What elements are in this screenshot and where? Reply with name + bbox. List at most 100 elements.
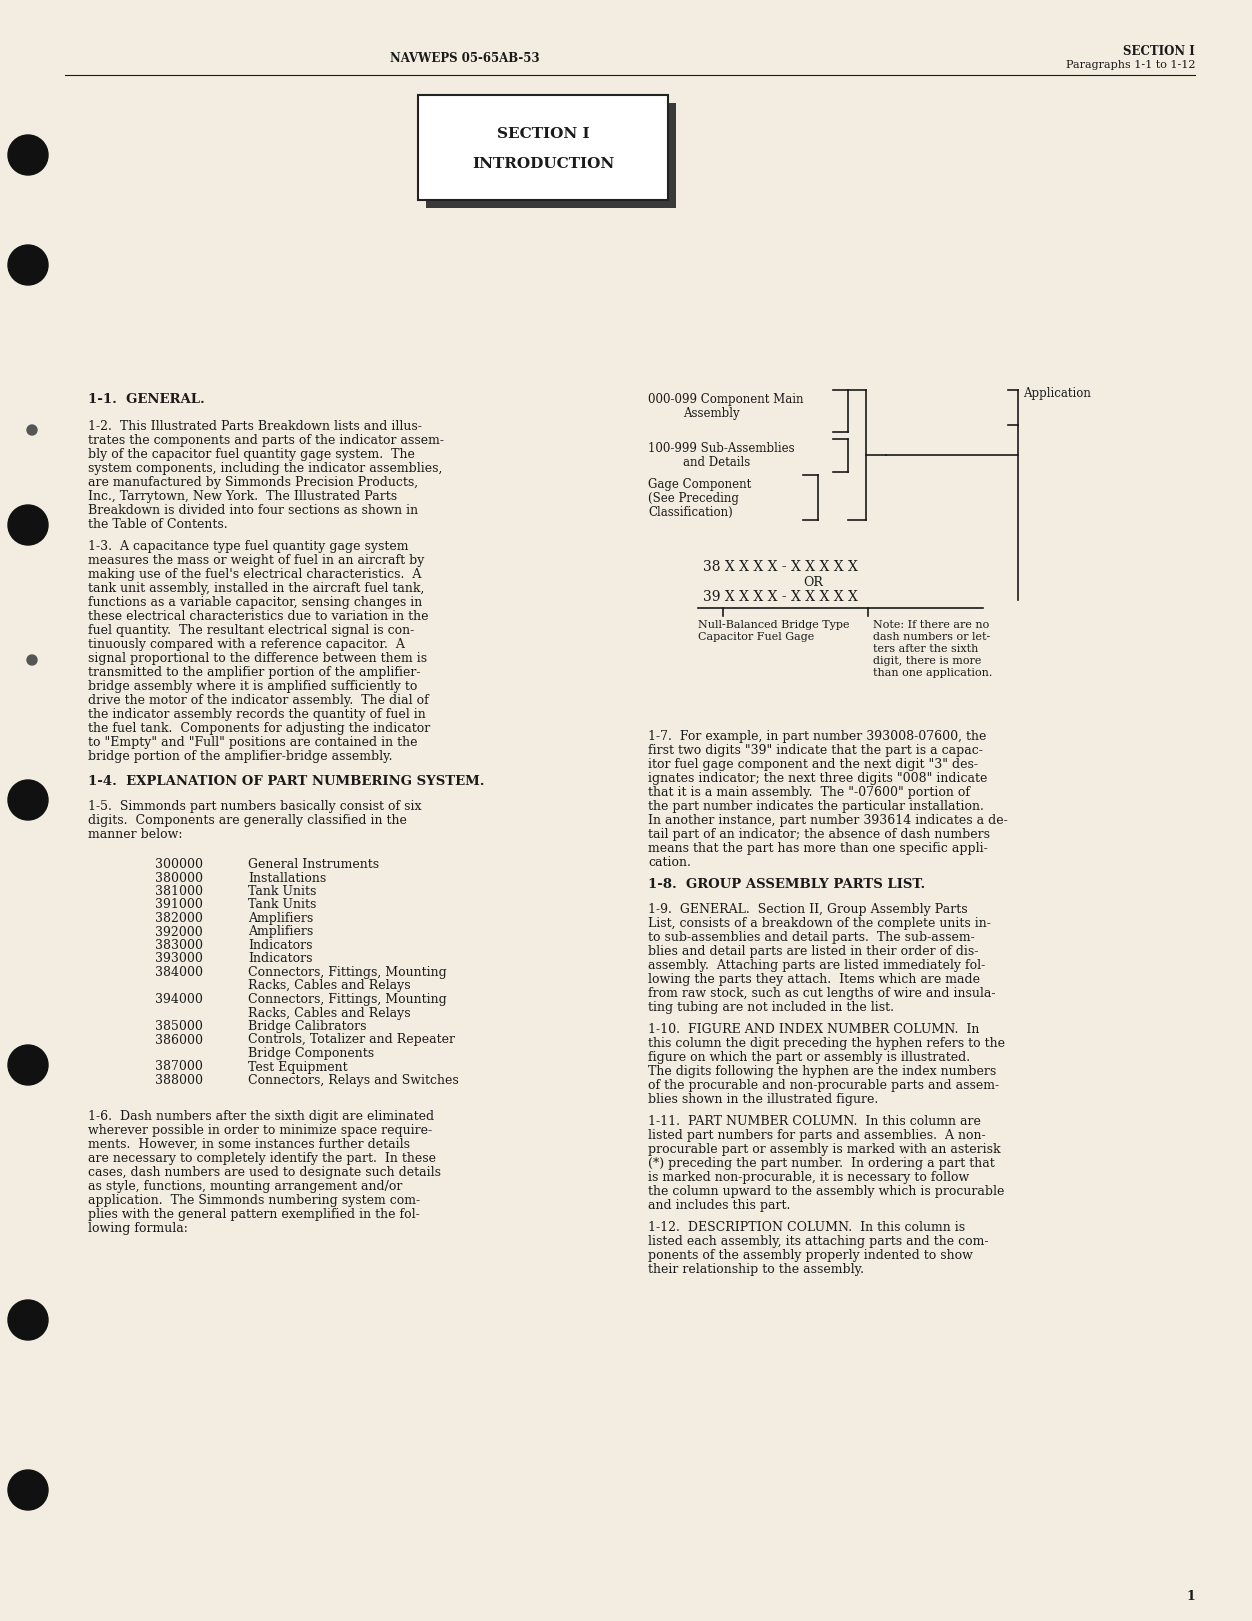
Text: listed each assembly, its attaching parts and the com-: listed each assembly, its attaching part… [649, 1235, 989, 1248]
Text: 1-1.  GENERAL.: 1-1. GENERAL. [88, 392, 205, 405]
Text: (See Preceding: (See Preceding [649, 493, 739, 506]
Text: 387000: 387000 [155, 1060, 203, 1073]
Text: Gage Component: Gage Component [649, 478, 751, 491]
Text: 100-999 Sub-Assemblies: 100-999 Sub-Assemblies [649, 443, 795, 456]
Text: 394000: 394000 [155, 994, 203, 1007]
Text: 381000: 381000 [155, 885, 203, 898]
Text: than one application.: than one application. [873, 668, 993, 678]
Text: plies with the general pattern exemplified in the fol-: plies with the general pattern exemplifi… [88, 1208, 419, 1221]
Text: Tank Units: Tank Units [248, 898, 317, 911]
Text: application.  The Simmonds numbering system com-: application. The Simmonds numbering syst… [88, 1195, 421, 1208]
Text: Indicators: Indicators [248, 939, 313, 952]
Text: 382000: 382000 [155, 913, 203, 926]
Text: SECTION I: SECTION I [497, 126, 590, 141]
Text: Indicators: Indicators [248, 953, 313, 966]
Text: 385000: 385000 [155, 1020, 203, 1033]
Text: first two digits "39" indicate that the part is a capac-: first two digits "39" indicate that the … [649, 744, 983, 757]
Text: 392000: 392000 [155, 926, 203, 939]
Text: tank unit assembly, installed in the aircraft fuel tank,: tank unit assembly, installed in the air… [88, 582, 424, 595]
Text: 386000: 386000 [155, 1034, 203, 1047]
Text: means that the part has more than one specific appli-: means that the part has more than one sp… [649, 841, 988, 854]
Text: procurable part or assembly is marked with an asterisk: procurable part or assembly is marked wi… [649, 1143, 1000, 1156]
Circle shape [8, 1300, 48, 1341]
Text: 1-7.  For example, in part number 393008-07600, the: 1-7. For example, in part number 393008-… [649, 729, 987, 742]
Text: the column upward to the assembly which is procurable: the column upward to the assembly which … [649, 1185, 1004, 1198]
Text: The digits following the hyphen are the index numbers: The digits following the hyphen are the … [649, 1065, 997, 1078]
Text: lowing formula:: lowing formula: [88, 1222, 188, 1235]
Text: their relationship to the assembly.: their relationship to the assembly. [649, 1263, 864, 1276]
Text: ting tubing are not included in the list.: ting tubing are not included in the list… [649, 1002, 894, 1015]
Text: bly of the capacitor fuel quantity gage system.  The: bly of the capacitor fuel quantity gage … [88, 447, 414, 460]
Text: are necessary to completely identify the part.  In these: are necessary to completely identify the… [88, 1153, 436, 1165]
Text: Breakdown is divided into four sections as shown in: Breakdown is divided into four sections … [88, 504, 418, 517]
Text: Connectors, Relays and Switches: Connectors, Relays and Switches [248, 1075, 458, 1088]
Text: digits.  Components are generally classified in the: digits. Components are generally classif… [88, 814, 407, 827]
Text: Paragraphs 1-1 to 1-12: Paragraphs 1-1 to 1-12 [1065, 60, 1194, 70]
Text: Connectors, Fittings, Mounting: Connectors, Fittings, Mounting [248, 994, 447, 1007]
Text: assembly.  Attaching parts are listed immediately fol-: assembly. Attaching parts are listed imm… [649, 960, 985, 973]
Text: figure on which the part or assembly is illustrated.: figure on which the part or assembly is … [649, 1050, 970, 1063]
Text: measures the mass or weight of fuel in an aircraft by: measures the mass or weight of fuel in a… [88, 554, 424, 567]
Text: General Instruments: General Instruments [248, 858, 379, 870]
Text: blies shown in the illustrated figure.: blies shown in the illustrated figure. [649, 1093, 878, 1106]
Text: blies and detail parts are listed in their order of dis-: blies and detail parts are listed in the… [649, 945, 978, 958]
Circle shape [8, 245, 48, 285]
Text: Amplifiers: Amplifiers [248, 926, 313, 939]
Text: tail part of an indicator; the absence of dash numbers: tail part of an indicator; the absence o… [649, 828, 990, 841]
Text: listed part numbers for parts and assemblies.  A non-: listed part numbers for parts and assemb… [649, 1128, 985, 1143]
Text: 1-11.  PART NUMBER COLUMN.  In this column are: 1-11. PART NUMBER COLUMN. In this column… [649, 1115, 980, 1128]
Text: 1-4.  EXPLANATION OF PART NUMBERING SYSTEM.: 1-4. EXPLANATION OF PART NUMBERING SYSTE… [88, 775, 485, 788]
Text: SECTION I: SECTION I [1123, 45, 1194, 58]
Text: 1-6.  Dash numbers after the sixth digit are eliminated: 1-6. Dash numbers after the sixth digit … [88, 1110, 434, 1123]
Text: Note: If there are no: Note: If there are no [873, 619, 989, 631]
Circle shape [8, 1046, 48, 1084]
Text: the Table of Contents.: the Table of Contents. [88, 519, 228, 532]
Text: the fuel tank.  Components for adjusting the indicator: the fuel tank. Components for adjusting … [88, 721, 431, 734]
Text: 1-12.  DESCRIPTION COLUMN.  In this column is: 1-12. DESCRIPTION COLUMN. In this column… [649, 1221, 965, 1234]
Text: bridge assembly where it is amplified sufficiently to: bridge assembly where it is amplified su… [88, 679, 417, 694]
Text: ponents of the assembly properly indented to show: ponents of the assembly properly indente… [649, 1250, 973, 1263]
Text: itor fuel gage component and the next digit "3" des-: itor fuel gage component and the next di… [649, 759, 978, 772]
Text: ments.  However, in some instances further details: ments. However, in some instances furthe… [88, 1138, 409, 1151]
Text: OR: OR [803, 575, 823, 588]
Text: 393000: 393000 [155, 953, 203, 966]
Text: INTRODUCTION: INTRODUCTION [472, 157, 615, 170]
Text: 1-10.  FIGURE AND INDEX NUMBER COLUMN.  In: 1-10. FIGURE AND INDEX NUMBER COLUMN. In [649, 1023, 979, 1036]
Text: Capacitor Fuel Gage: Capacitor Fuel Gage [699, 632, 814, 642]
Text: 1-9.  GENERAL.  Section II, Group Assembly Parts: 1-9. GENERAL. Section II, Group Assembly… [649, 903, 968, 916]
Text: 000-099 Component Main: 000-099 Component Main [649, 392, 804, 405]
Text: (*) preceding the part number.  In ordering a part that: (*) preceding the part number. In orderi… [649, 1157, 995, 1170]
Text: wherever possible in order to minimize space require-: wherever possible in order to minimize s… [88, 1123, 432, 1136]
Text: 388000: 388000 [155, 1075, 203, 1088]
Text: Assembly: Assembly [684, 407, 740, 420]
Circle shape [8, 135, 48, 175]
Text: and Details: and Details [684, 456, 750, 468]
Text: Classification): Classification) [649, 506, 732, 519]
Text: 1-2.  This Illustrated Parts Breakdown lists and illus-: 1-2. This Illustrated Parts Breakdown li… [88, 420, 422, 433]
Circle shape [8, 780, 48, 820]
Text: bridge portion of the amplifier-bridge assembly.: bridge portion of the amplifier-bridge a… [88, 751, 392, 763]
Circle shape [8, 506, 48, 545]
Text: manner below:: manner below: [88, 828, 183, 841]
Text: Bridge Calibrators: Bridge Calibrators [248, 1020, 367, 1033]
Text: Connectors, Fittings, Mounting: Connectors, Fittings, Mounting [248, 966, 447, 979]
FancyBboxPatch shape [418, 96, 669, 199]
Text: 300000: 300000 [155, 858, 203, 870]
Text: Inc., Tarrytown, New York.  The Illustrated Parts: Inc., Tarrytown, New York. The Illustrat… [88, 490, 397, 503]
Text: fuel quantity.  The resultant electrical signal is con-: fuel quantity. The resultant electrical … [88, 624, 414, 637]
Text: trates the components and parts of the indicator assem-: trates the components and parts of the i… [88, 434, 444, 447]
Text: 38 X X X X - X X X X X: 38 X X X X - X X X X X [704, 559, 858, 574]
Circle shape [28, 425, 38, 434]
Text: of the procurable and non-procurable parts and assem-: of the procurable and non-procurable par… [649, 1080, 999, 1093]
Text: functions as a variable capacitor, sensing changes in: functions as a variable capacitor, sensi… [88, 597, 422, 609]
Text: from raw stock, such as cut lengths of wire and insula-: from raw stock, such as cut lengths of w… [649, 987, 995, 1000]
Text: is marked non-procurable, it is necessary to follow: is marked non-procurable, it is necessar… [649, 1170, 969, 1183]
Text: that it is a main assembly.  The "-07600" portion of: that it is a main assembly. The "-07600"… [649, 786, 970, 799]
Text: ters after the sixth: ters after the sixth [873, 644, 978, 653]
Text: dash numbers or let-: dash numbers or let- [873, 632, 990, 642]
Text: Controls, Totalizer and Repeater: Controls, Totalizer and Repeater [248, 1034, 454, 1047]
Text: ignates indicator; the next three digits "008" indicate: ignates indicator; the next three digits… [649, 772, 988, 785]
Text: 380000: 380000 [155, 872, 203, 885]
Text: 1-3.  A capacitance type fuel quantity gage system: 1-3. A capacitance type fuel quantity ga… [88, 540, 408, 553]
Text: the part number indicates the particular installation.: the part number indicates the particular… [649, 801, 984, 814]
